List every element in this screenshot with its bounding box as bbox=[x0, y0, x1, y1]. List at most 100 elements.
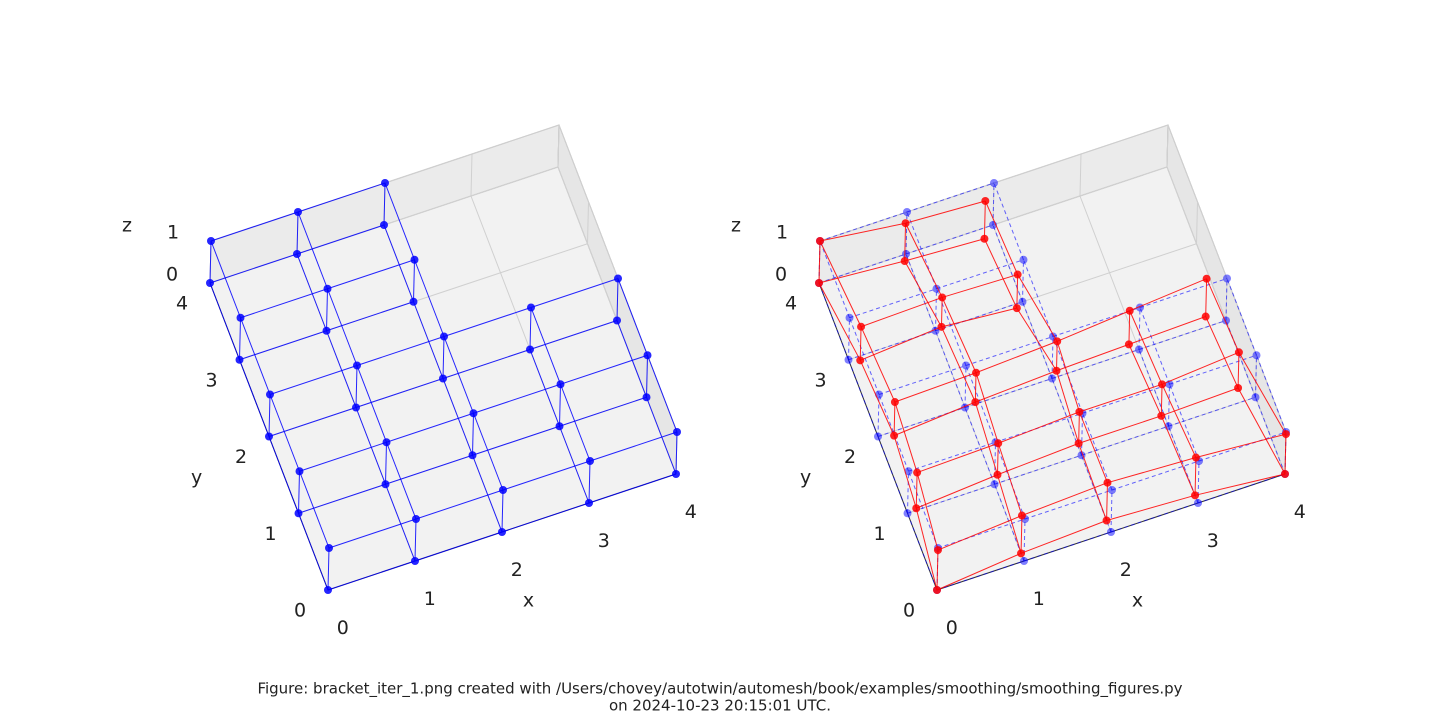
mesh-node bbox=[971, 398, 980, 407]
mesh-edge bbox=[269, 394, 300, 472]
mesh-node bbox=[890, 398, 899, 407]
mesh-node bbox=[816, 237, 824, 245]
mesh-node bbox=[1135, 345, 1143, 354]
mesh-edge bbox=[1128, 344, 1162, 417]
mesh-edge bbox=[385, 442, 387, 485]
mesh-node bbox=[266, 390, 274, 399]
mesh-edge bbox=[268, 394, 271, 437]
x-tick-label: 1 bbox=[1033, 588, 1045, 610]
mesh-edge bbox=[1081, 425, 1169, 456]
x-tick-label: 0 bbox=[946, 617, 958, 639]
mesh-edge bbox=[298, 471, 300, 514]
mesh-edge bbox=[1078, 411, 1108, 483]
mesh-edge bbox=[529, 307, 532, 350]
mesh-node bbox=[672, 470, 680, 478]
y-axis-label: y bbox=[800, 466, 811, 488]
mesh-edge bbox=[1195, 433, 1287, 459]
mesh-edge bbox=[1016, 274, 1019, 309]
mesh-node bbox=[613, 316, 621, 325]
mesh-edge bbox=[1160, 415, 1196, 496]
mesh-edge bbox=[1238, 352, 1287, 435]
mesh-edge bbox=[502, 460, 591, 491]
mesh-edge bbox=[983, 238, 1018, 309]
mesh-node bbox=[1019, 255, 1028, 264]
mesh-node bbox=[236, 313, 245, 322]
mesh-edge bbox=[1194, 473, 1286, 496]
mesh-node bbox=[1201, 312, 1210, 321]
mesh-edge bbox=[1051, 349, 1140, 379]
mesh-edge bbox=[298, 513, 329, 591]
mesh-node bbox=[412, 515, 420, 523]
mesh-node bbox=[382, 438, 391, 447]
mesh-node bbox=[1191, 453, 1200, 462]
mesh-node bbox=[912, 504, 921, 513]
x-axis-label: x bbox=[523, 590, 534, 612]
mesh-edge bbox=[414, 259, 445, 337]
mesh-edge bbox=[1237, 387, 1286, 475]
mesh-edge bbox=[937, 515, 1023, 551]
mesh-edge bbox=[675, 431, 678, 475]
mesh-edge bbox=[1052, 307, 1141, 337]
mesh-node bbox=[381, 179, 389, 187]
mesh-edge bbox=[559, 396, 647, 427]
mesh-edge bbox=[1078, 411, 1080, 444]
mesh-edge bbox=[975, 340, 1058, 374]
mesh-edge bbox=[1110, 502, 1199, 533]
z-tick-label: 1 bbox=[167, 222, 179, 244]
mesh-edge bbox=[1129, 278, 1207, 312]
mesh-node bbox=[527, 303, 535, 312]
x-tick-label: 1 bbox=[424, 588, 436, 610]
mesh-edge bbox=[1168, 396, 1256, 427]
mesh-edge bbox=[1197, 473, 1286, 504]
mesh-edge bbox=[1161, 384, 1197, 458]
mesh-node bbox=[990, 480, 999, 489]
mesh-edge bbox=[646, 355, 648, 398]
mesh-edge bbox=[915, 508, 938, 591]
mesh-node bbox=[1234, 383, 1243, 392]
mesh-edge bbox=[818, 282, 861, 361]
mesh-edge bbox=[355, 365, 358, 408]
y-tick-label: 1 bbox=[873, 523, 885, 545]
mesh-edge bbox=[1169, 354, 1257, 385]
mesh-edge bbox=[383, 224, 414, 302]
mesh-node bbox=[206, 279, 214, 287]
mesh-edge bbox=[269, 365, 358, 395]
mesh-node bbox=[1281, 470, 1289, 478]
mesh-edge bbox=[443, 336, 474, 414]
x-tick-label: 0 bbox=[337, 617, 349, 639]
mesh-edge bbox=[1138, 320, 1227, 350]
mesh-node bbox=[411, 557, 419, 565]
mesh-node bbox=[903, 208, 911, 216]
mesh-edge bbox=[473, 413, 504, 491]
mesh-edge bbox=[819, 240, 862, 327]
mesh-node bbox=[1158, 380, 1167, 389]
mesh-node bbox=[981, 196, 990, 205]
mesh-edge bbox=[1198, 431, 1287, 462]
mesh-node bbox=[1234, 348, 1243, 357]
mesh-edge bbox=[904, 223, 907, 262]
mesh-node bbox=[526, 345, 534, 354]
mesh-node bbox=[325, 544, 333, 552]
mesh-node bbox=[1202, 274, 1211, 283]
mesh-edge bbox=[1284, 434, 1287, 475]
mesh-node bbox=[1108, 486, 1116, 494]
mesh-edge bbox=[1016, 307, 1057, 372]
mesh-edge bbox=[1057, 310, 1130, 342]
mesh-node bbox=[900, 257, 909, 266]
mesh-edge bbox=[1021, 482, 1108, 516]
mesh-edge bbox=[529, 349, 560, 427]
mesh-node bbox=[994, 439, 1003, 448]
mesh-edge bbox=[239, 330, 327, 361]
mesh-edge bbox=[413, 259, 415, 302]
mesh-edge bbox=[616, 278, 619, 321]
mesh-edge bbox=[859, 360, 895, 436]
mesh-edge bbox=[647, 355, 678, 433]
mesh-edge bbox=[1078, 443, 1108, 521]
mesh-edge bbox=[414, 518, 417, 562]
mesh-edge bbox=[964, 365, 967, 408]
mesh-edge bbox=[996, 443, 999, 475]
mesh-edge bbox=[1056, 343, 1130, 372]
mesh-node bbox=[844, 355, 853, 364]
mesh-edge bbox=[268, 407, 357, 437]
mesh-edge bbox=[239, 359, 270, 437]
